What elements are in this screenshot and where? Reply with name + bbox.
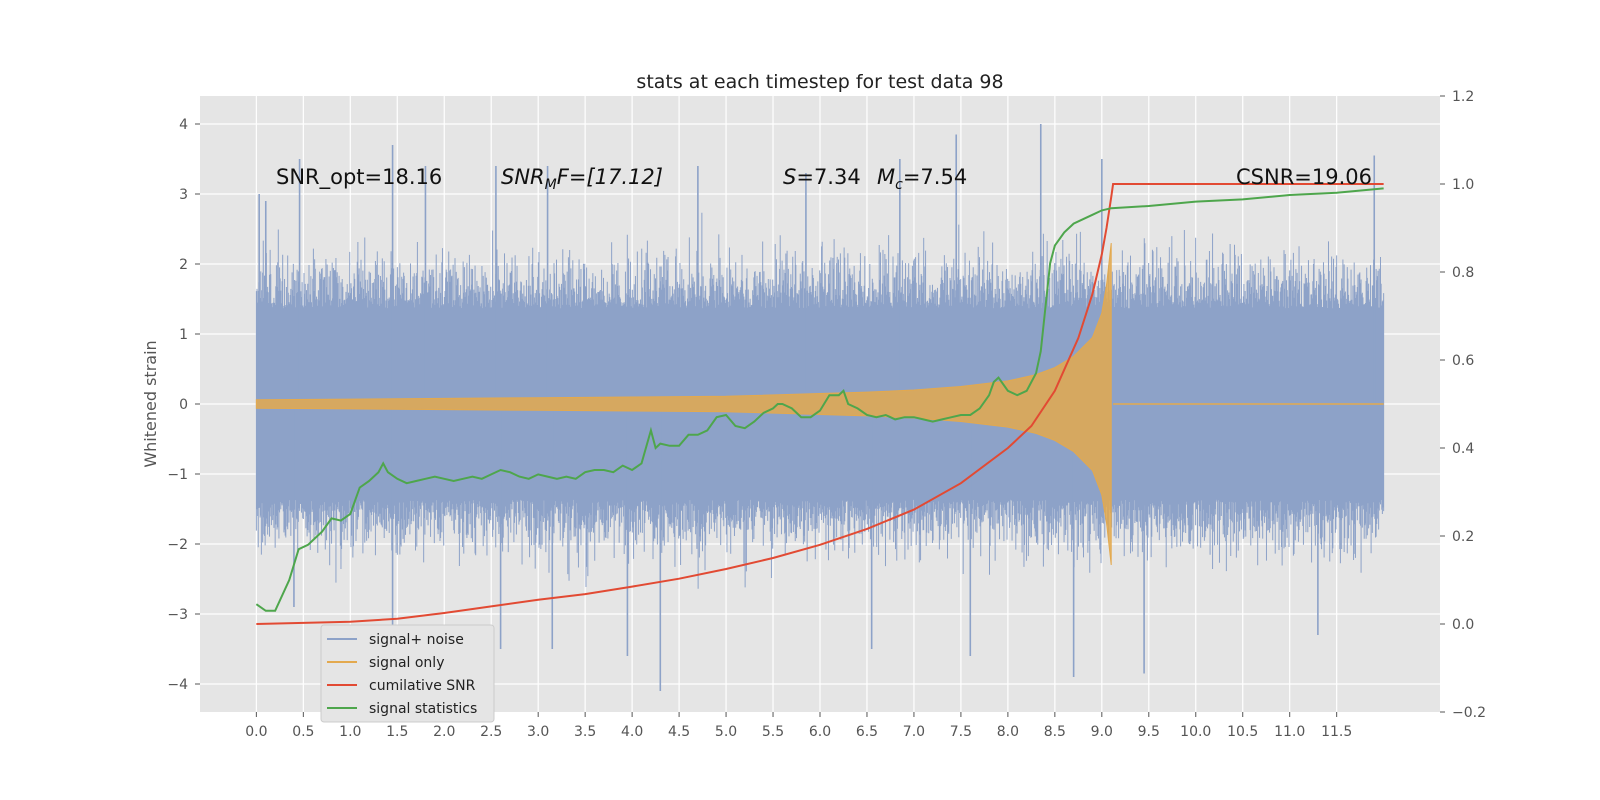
signal-only-chirp [255, 242, 1112, 566]
x-tick-label: 2.5 [480, 724, 502, 740]
legend-box [320, 624, 495, 723]
y-tick-label: 3 [179, 187, 188, 203]
snr-mf-sub: M [545, 177, 557, 193]
signal-noise-spikes [258, 124, 1376, 691]
signal-statistics-line [255, 187, 1384, 612]
x-tick-label: 11.0 [1274, 724, 1305, 740]
y-tick-label: −2 [167, 537, 188, 553]
x-tick-label: 4.5 [668, 724, 690, 740]
mc-annotation: Mc=7.54 [877, 165, 967, 193]
x-tick-label: 10.0 [1180, 724, 1211, 740]
y2-tick-label: 0.6 [1452, 353, 1474, 369]
x-tick-label: 8.0 [997, 724, 1019, 740]
x-tick-label: 4.0 [621, 724, 643, 740]
x-tick-label: 1.0 [339, 724, 361, 740]
x-tick-label: 9.0 [1091, 724, 1113, 740]
y-tick-label: 1 [179, 327, 188, 343]
x-tick-label: 6.5 [856, 724, 878, 740]
mc-sub: c [895, 177, 903, 193]
x-tick-label: 5.5 [762, 724, 784, 740]
y-tick-label: 4 [179, 117, 188, 133]
x-tick-label: 11.5 [1321, 724, 1352, 740]
x-axis: 0.0 0.5 1.0 1.5 2.0 2.5 3.0 3.5 4.0 4.5 5.0 5.5 6.0 6… [245, 712, 1352, 740]
annotations: SNR_opt=18.16 SNRMF=[17.12] S=7.34 Mc=7.… [276, 165, 1372, 193]
y2-tick-label: 1.0 [1452, 177, 1474, 193]
legend: signal+ noise signal only cumilative SNR… [320, 624, 495, 723]
x-tick-label: 7.5 [950, 724, 972, 740]
s-symbol: S [783, 165, 796, 189]
s-annotation: S=7.34 [783, 165, 861, 189]
x-tick-label: 6.0 [809, 724, 831, 740]
x-tick-label: 10.5 [1227, 724, 1258, 740]
x-tick-label: 0.5 [292, 724, 314, 740]
mc-value: =7.54 [903, 165, 967, 189]
y-tick-label: −3 [167, 607, 188, 623]
x-tick-label: 5.0 [715, 724, 737, 740]
x-tick-label: 0.0 [245, 724, 267, 740]
y-axis-right: 1.2 1.0 0.8 0.6 0.4 0.2 0.0 −0.2 [1440, 89, 1486, 721]
x-tick-label: 7.0 [903, 724, 925, 740]
x-tick-label: 9.5 [1138, 724, 1160, 740]
legend-label-cumulative-snr: cumilative SNR [369, 678, 476, 694]
legend-label-signal-noise: signal+ noise [369, 632, 464, 648]
legend-label-signal-statistics: signal statistics [369, 701, 477, 717]
y-tick-label: 0 [179, 397, 188, 413]
y2-tick-label: 0.0 [1452, 617, 1474, 633]
y2-tick-label: −0.2 [1452, 705, 1486, 721]
y-tick-label: 2 [179, 257, 188, 273]
y-axis-left: 4 3 2 1 0 −1 −2 −3 −4 [167, 117, 200, 693]
x-tick-label: 1.5 [386, 724, 408, 740]
snr-mf-annotation: SNRMF=[17.12] [501, 165, 663, 193]
mc-base: M [877, 165, 895, 189]
y-tick-label: −4 [167, 677, 188, 693]
x-tick-label: 8.5 [1044, 724, 1066, 740]
s-value: =7.34 [796, 165, 860, 189]
chart-title: stats at each timestep for test data 98 [636, 71, 1003, 93]
y2-tick-label: 1.2 [1452, 89, 1474, 105]
x-tick-label: 3.5 [574, 724, 596, 740]
y-tick-label: −1 [167, 467, 188, 483]
csnr-annotation: CSNR=19.06 [1236, 165, 1372, 189]
x-tick-label: 2.0 [433, 724, 455, 740]
cumulative-snr-line [256, 183, 1384, 625]
snr-mf-f: F=[17.12] [557, 165, 663, 189]
y2-tick-label: 0.8 [1452, 265, 1474, 281]
x-tick-label: 3.0 [527, 724, 549, 740]
signal-only-series [255, 242, 1384, 566]
snr-opt-annotation: SNR_opt=18.16 [276, 165, 442, 190]
snr-mf-base: SNR [501, 165, 545, 189]
y2-tick-label: 0.2 [1452, 529, 1474, 545]
stat-lines [255, 183, 1384, 625]
y2-tick-label: 0.4 [1452, 441, 1474, 457]
y-axis-label: Whitened strain [141, 340, 160, 467]
legend-label-signal-only: signal only [369, 655, 444, 671]
